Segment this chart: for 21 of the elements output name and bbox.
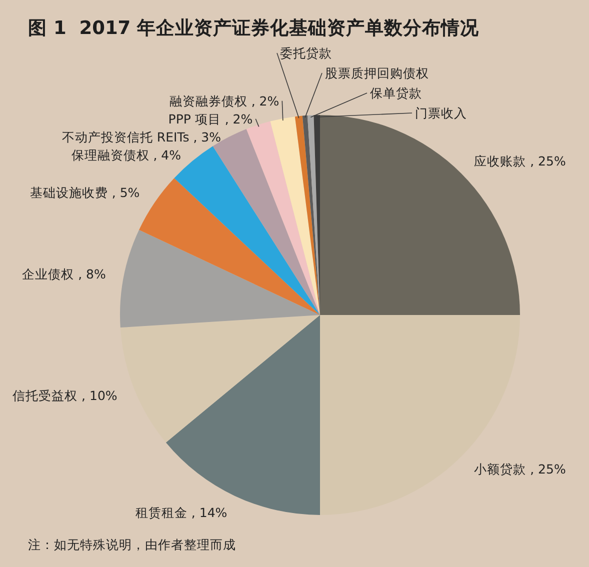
- text: 注：如无特殊说明，由作者整理而成: [28, 537, 236, 552]
- slice-label: 基础设施收费 , 5%: [30, 184, 140, 200]
- slice-label: PPP 项目 , 2%: [168, 111, 253, 126]
- slice-label: 信托受益权 , 10%: [12, 388, 118, 403]
- chart-title: 图 1 2017 年企业资产证券化基础资产单数分布情况: [28, 17, 480, 39]
- slice-label: 保单贷款: [370, 86, 422, 100]
- pie-slice: [270, 116, 320, 315]
- pie-slice: [294, 116, 320, 315]
- slice-label: 委托贷款: [280, 46, 332, 60]
- slice-label: 股票质押回购债权: [325, 66, 429, 80]
- pie-slice: [302, 115, 320, 315]
- slice-label: 门票收入: [415, 106, 467, 120]
- slice-label: 应收账款 , 25%: [474, 153, 566, 168]
- pie-slice: [139, 178, 320, 315]
- slice-label: 小额贷款 , 25%: [474, 462, 566, 477]
- slice-label: 企业债权 , 8%: [22, 266, 106, 282]
- slice-label: 保理融资债权 , 4%: [71, 147, 182, 162]
- slice-label: 租赁租金 , 14%: [135, 504, 228, 520]
- slice-label: 融资融券债权 , 2%: [169, 93, 280, 108]
- pie-slice: [120, 230, 320, 328]
- slice-label: 不动产投资信托 REITs , 3%: [62, 129, 222, 144]
